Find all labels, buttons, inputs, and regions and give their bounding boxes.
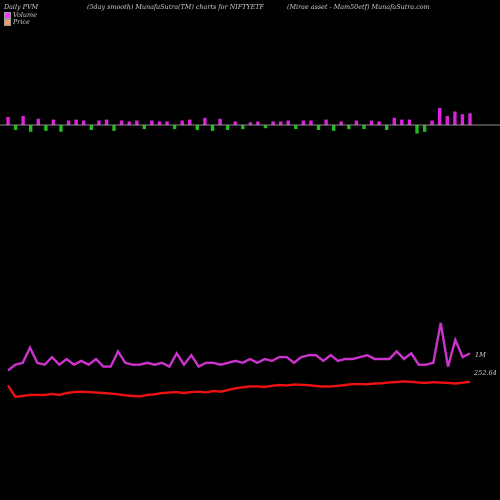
volume-bar bbox=[82, 120, 86, 125]
volume-bar bbox=[51, 119, 56, 125]
chart-kind-label: Daily PVM bbox=[4, 3, 39, 11]
volume-bar bbox=[438, 107, 442, 125]
volume-bar bbox=[263, 125, 268, 129]
legend-item-volume: Volume bbox=[4, 11, 37, 19]
volume-bar bbox=[248, 122, 253, 125]
volume-bar bbox=[271, 121, 275, 125]
volume-bar bbox=[142, 125, 146, 130]
volume-bar bbox=[415, 125, 419, 134]
legend-swatch-price bbox=[4, 18, 11, 26]
volume-bar bbox=[407, 119, 412, 125]
volume-line bbox=[7, 322, 471, 372]
volume-bar bbox=[36, 118, 40, 125]
volume-bar bbox=[279, 121, 283, 125]
volume-bar bbox=[369, 120, 374, 125]
legend-swatch-volume bbox=[4, 11, 11, 19]
volume-bar bbox=[400, 119, 404, 125]
volume-bar bbox=[445, 116, 449, 125]
volume-bar bbox=[44, 125, 48, 131]
price-line bbox=[6, 380, 471, 399]
volume-bar bbox=[203, 117, 207, 125]
volume-bar bbox=[6, 116, 10, 125]
volume-value-label: 1M bbox=[475, 351, 486, 359]
volume-bar bbox=[392, 117, 396, 125]
volume-bar bbox=[301, 120, 306, 125]
volume-bar bbox=[309, 120, 313, 125]
volume-bar bbox=[21, 116, 25, 125]
volume-bar bbox=[377, 121, 381, 125]
volume-bar bbox=[218, 118, 222, 125]
volume-bar bbox=[347, 125, 351, 130]
volume-bar bbox=[104, 119, 109, 125]
volume-bar bbox=[233, 121, 237, 125]
volume-bar bbox=[354, 120, 359, 125]
volume-bar bbox=[135, 120, 139, 125]
legend-label-price: Price bbox=[13, 18, 30, 26]
volume-bar bbox=[294, 125, 298, 130]
volume-bar bbox=[188, 119, 192, 125]
volume-bar bbox=[29, 125, 33, 132]
legend-item-price: Price bbox=[4, 18, 30, 26]
volume-bar bbox=[324, 119, 328, 125]
volume-bar bbox=[195, 125, 199, 130]
volume-bar bbox=[385, 125, 389, 130]
volume-bars bbox=[6, 107, 472, 134]
volume-bar bbox=[112, 125, 116, 131]
volume-bar bbox=[241, 125, 245, 130]
volume-bar bbox=[97, 120, 101, 125]
volume-bar bbox=[460, 114, 465, 125]
volume-bar bbox=[362, 125, 366, 130]
volume-bar bbox=[127, 121, 131, 125]
volume-bar bbox=[332, 125, 336, 131]
volume-bar bbox=[430, 120, 434, 125]
volume-bar bbox=[165, 121, 169, 125]
volume-bar bbox=[256, 121, 260, 125]
volume-bar bbox=[225, 125, 230, 130]
volume-bar bbox=[339, 121, 343, 125]
chart-source-label: (Mirae asset - Mam50etf) MunafaSutra.com bbox=[287, 3, 430, 11]
volume-bar bbox=[172, 125, 177, 130]
volume-bar bbox=[157, 121, 162, 125]
volume-bar bbox=[468, 113, 472, 125]
volume-bar bbox=[74, 119, 78, 125]
volume-bar bbox=[150, 120, 154, 125]
volume-bar bbox=[13, 125, 18, 130]
volume-bar bbox=[453, 111, 457, 125]
volume-bar bbox=[119, 120, 124, 125]
volume-bar bbox=[89, 125, 93, 130]
volume-bar bbox=[286, 120, 290, 125]
volume-bar bbox=[316, 125, 321, 130]
volume-bar bbox=[210, 125, 215, 131]
volume-bar bbox=[422, 125, 427, 132]
chart-title: (5day smooth) MunafaSutra(TM) charts for… bbox=[87, 3, 264, 11]
price-value-label: 252.64 bbox=[473, 369, 497, 377]
volume-bar bbox=[59, 125, 63, 132]
volume-bar bbox=[180, 120, 184, 125]
legend-label-volume: Volume bbox=[13, 11, 37, 19]
volume-bar bbox=[66, 120, 71, 125]
